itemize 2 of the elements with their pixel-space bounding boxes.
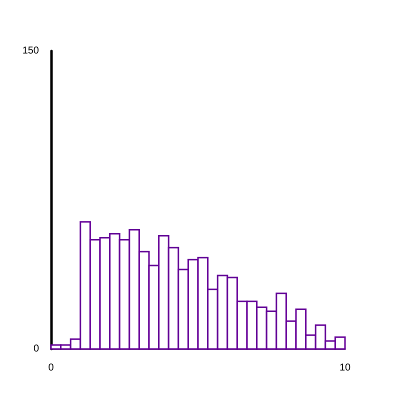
y-tick-label: 150: [22, 46, 40, 56]
x-tick-label: 10: [339, 362, 351, 374]
